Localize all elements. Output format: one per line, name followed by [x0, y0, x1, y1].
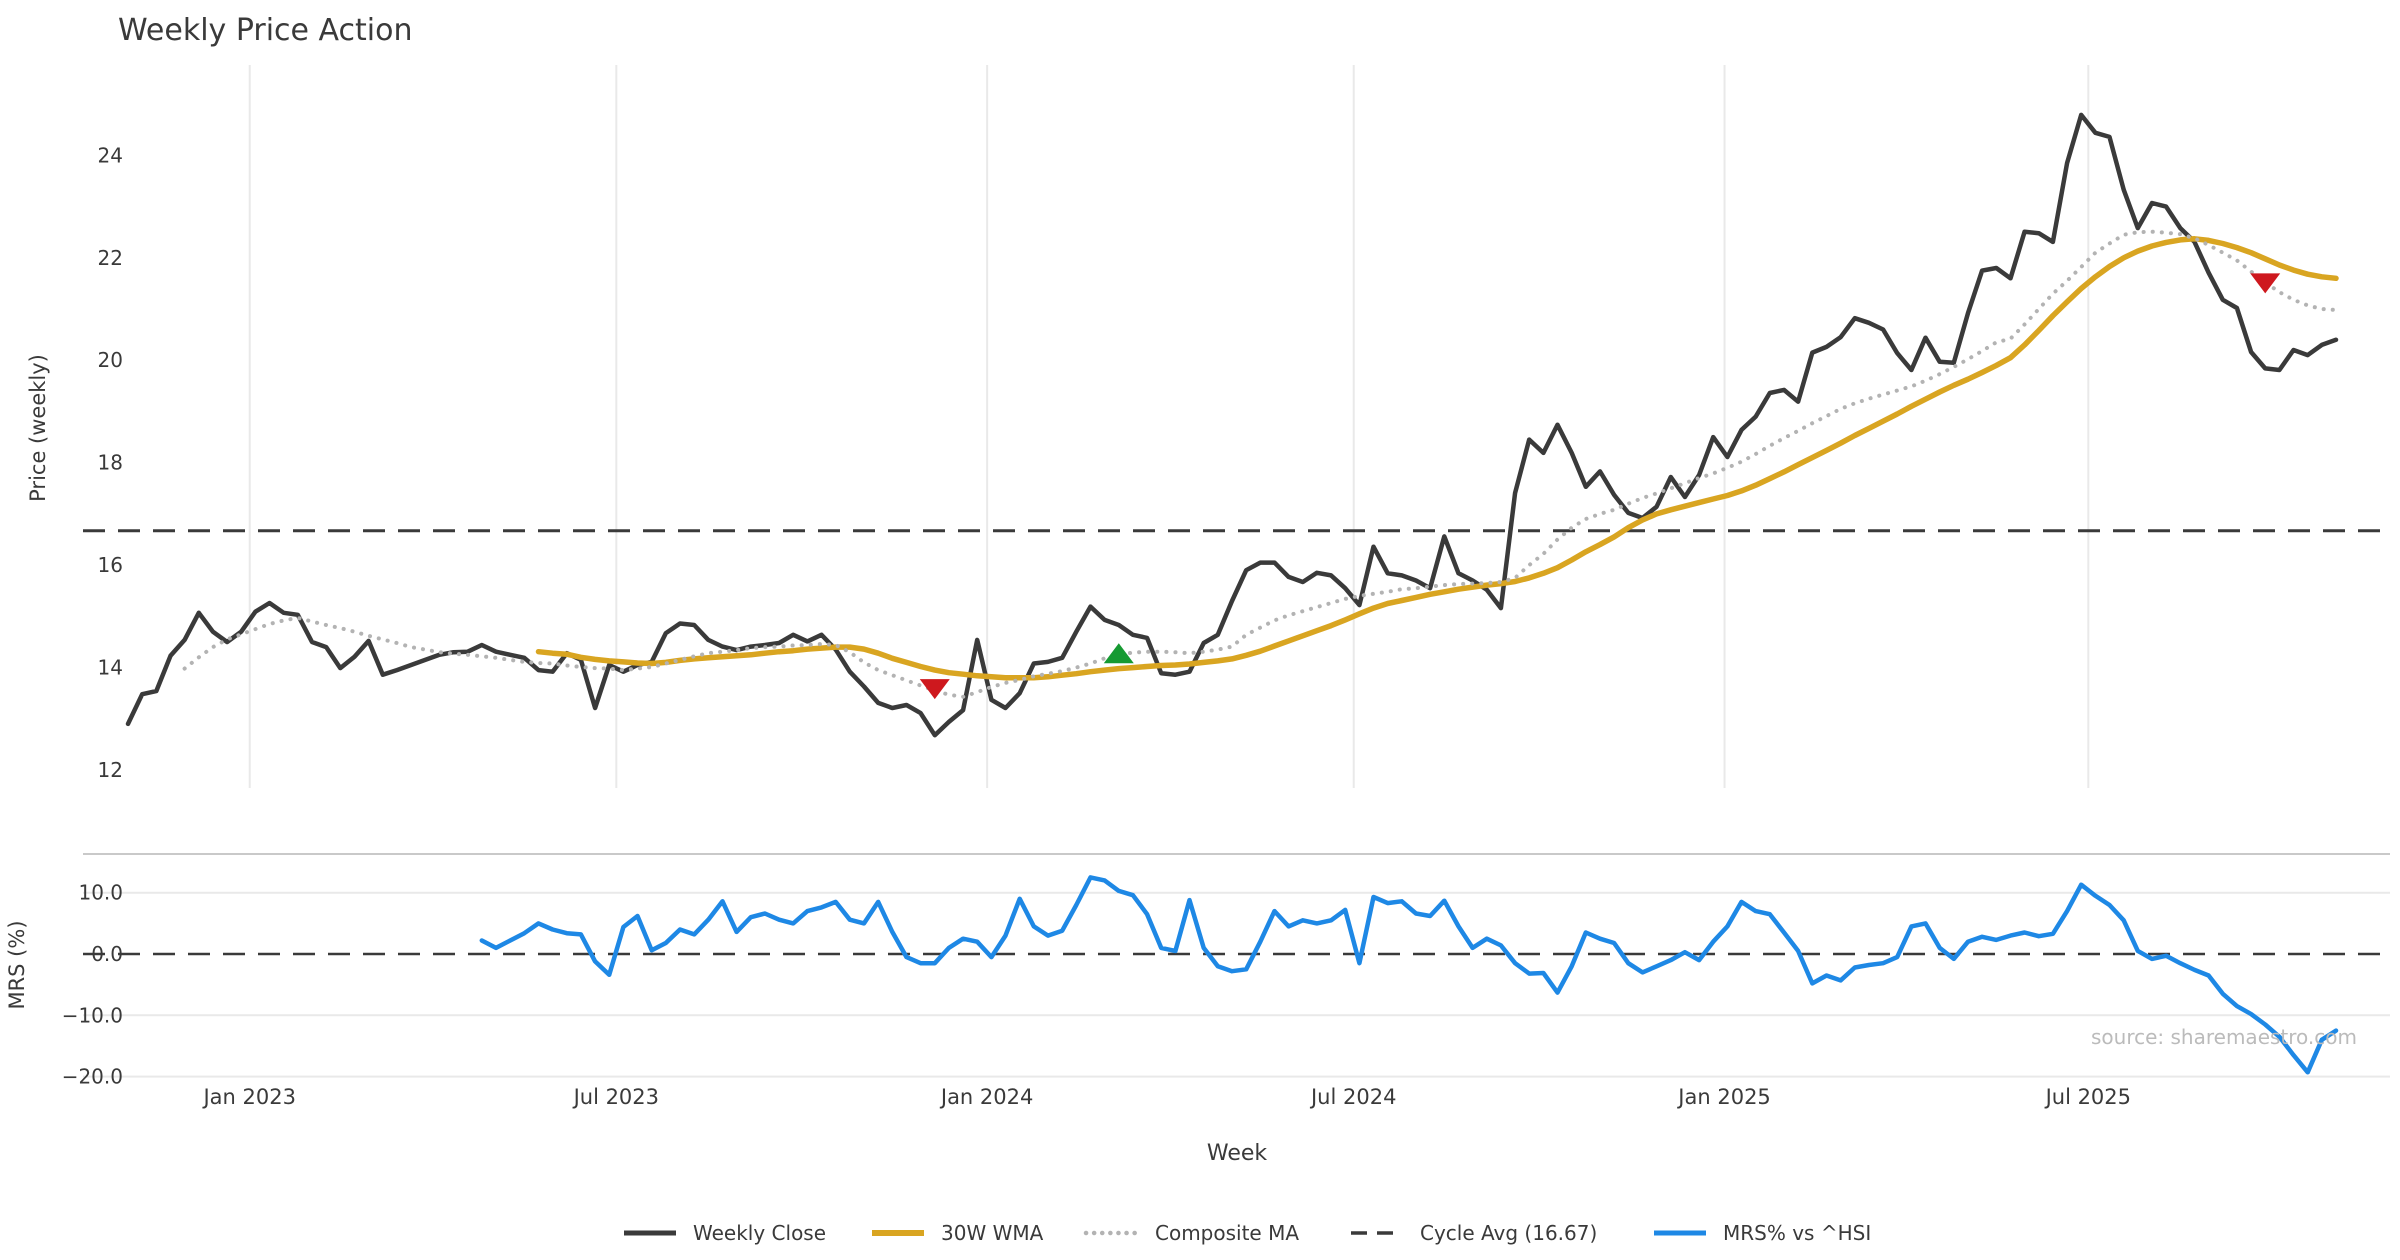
price-y-tick-label: 12 [98, 758, 123, 782]
price-panel: 24 22 20 18 16 14 12 [83, 65, 2390, 788]
weekly-close-line [125, 112, 2339, 738]
mrs-y-tick-label: 10.0 [78, 881, 123, 905]
x-tick-label: Jul 2023 [572, 1085, 659, 1109]
legend-item-label: MRS% vs ^HSI [1723, 1221, 1871, 1245]
price-y-tick-label: 22 [98, 246, 123, 270]
legend: Weekly Close 30W WMA Composite MA Cycle Avg… [624, 1221, 1871, 1245]
price-y-tick-label: 20 [98, 348, 123, 372]
mrs-y-tick-label: −20.0 [62, 1065, 123, 1089]
source-watermark: source: sharemaestro.com [2091, 1025, 2357, 1049]
x-axis-label: Week [1207, 1141, 1268, 1166]
x-tick-label: Jul 2025 [2044, 1085, 2131, 1109]
price-y-tick-label: 24 [98, 143, 123, 167]
x-tick-label: Jan 2025 [1676, 1085, 1771, 1109]
legend-item-label: Weekly Close [693, 1221, 826, 1245]
mrs-y-axis-label: MRS (%) [5, 920, 29, 1009]
composite-ma-line [182, 229, 2338, 699]
x-tick-label: Jul 2024 [1309, 1085, 1396, 1109]
legend-item-label: Composite MA [1155, 1221, 1299, 1245]
x-tick-label: Jan 2023 [201, 1085, 296, 1109]
price-y-tick-label: 14 [98, 656, 123, 680]
sell-marker-icon [2250, 273, 2281, 294]
chart-title: Weekly Price Action [118, 13, 413, 48]
legend-item-label: 30W WMA [941, 1221, 1044, 1245]
mrs-vs-hsi-line [479, 875, 2339, 1075]
mrs-y-tick-label: −10.0 [62, 1003, 123, 1027]
x-tick-label: Jan 2024 [939, 1085, 1034, 1109]
legend-item-label: Cycle Avg (16.67) [1420, 1221, 1597, 1245]
price-y-tick-label: 18 [98, 451, 123, 475]
price-y-axis-label: Price (weekly) [26, 354, 50, 502]
sell-marker-icon [919, 679, 950, 700]
buy-marker-icon [1103, 643, 1134, 664]
price-y-tick-label: 16 [98, 553, 123, 577]
